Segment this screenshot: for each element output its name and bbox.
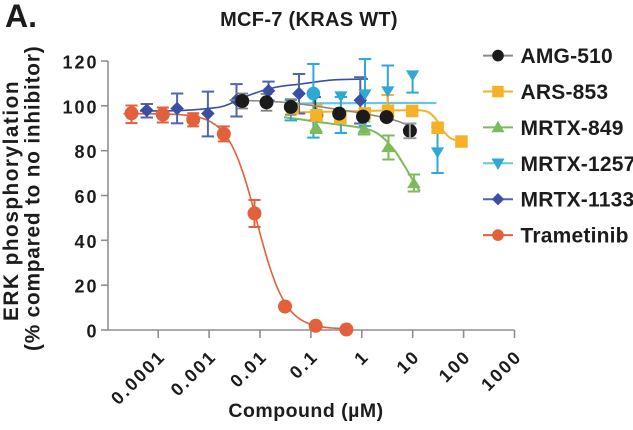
- svg-text:(% compared to no inhibitor): (% compared to no inhibitor): [22, 46, 45, 351]
- svg-text:A.: A.: [5, 0, 37, 34]
- svg-text:80: 80: [74, 142, 98, 162]
- svg-text:Trametinib: Trametinib: [521, 225, 629, 248]
- svg-text:ARS-853: ARS-853: [521, 81, 609, 104]
- svg-text:ERK phosphorylation: ERK phosphorylation: [0, 80, 23, 321]
- svg-text:40: 40: [74, 232, 98, 252]
- svg-text:60: 60: [74, 187, 98, 207]
- svg-text:120: 120: [62, 53, 98, 73]
- svg-text:AMG-510: AMG-510: [521, 45, 613, 68]
- svg-text:MCF-7 (KRAS WT): MCF-7 (KRAS WT): [220, 9, 398, 31]
- svg-text:MRTX-1133: MRTX-1133: [521, 189, 633, 212]
- svg-text:20: 20: [74, 277, 98, 297]
- svg-text:MRTX-849: MRTX-849: [521, 117, 624, 140]
- svg-text:100: 100: [62, 97, 98, 117]
- svg-text:Compound (µM): Compound (µM): [228, 400, 383, 422]
- svg-text:0: 0: [86, 322, 98, 342]
- svg-text:MRTX-1257: MRTX-1257: [521, 153, 633, 176]
